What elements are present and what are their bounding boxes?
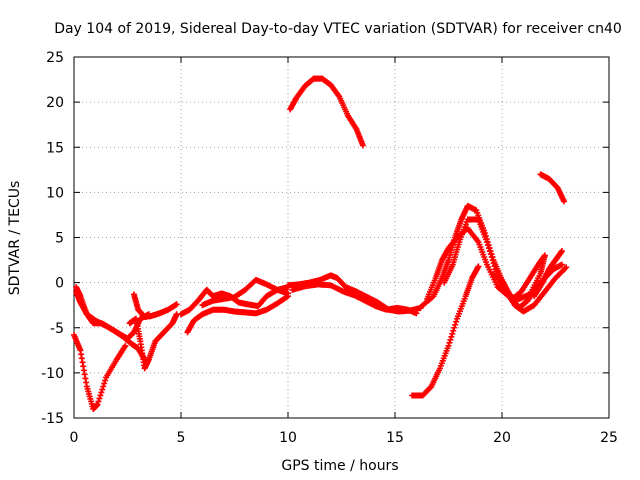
series-track-4 <box>126 311 180 372</box>
data-point <box>359 142 366 149</box>
data-point <box>449 330 456 337</box>
series-track-10 <box>289 281 420 317</box>
y-tick-label: -15 <box>41 411 64 427</box>
series-track-5 <box>130 291 180 320</box>
series-track-11 <box>287 75 366 149</box>
series-track-7 <box>184 293 291 336</box>
data-point <box>450 327 457 334</box>
y-tick-label: 25 <box>46 50 64 66</box>
grid-lines <box>74 57 609 418</box>
data-point <box>94 401 101 408</box>
data-point <box>489 257 496 264</box>
axis-ticks: 0 5 10 15 20 25 -15 -10 -5 0 5 10 15 20 25 <box>41 50 618 446</box>
data-point <box>563 264 570 271</box>
data-point <box>101 380 108 387</box>
data-point <box>98 389 105 396</box>
series-track-17 <box>531 248 565 300</box>
chart-title: Day 104 of 2019, Sidereal Day-to-day VTE… <box>54 21 622 37</box>
x-tick-label: 15 <box>386 430 404 446</box>
data-point <box>102 377 109 384</box>
series-track-15 <box>409 263 482 399</box>
data-point <box>99 386 106 393</box>
y-tick-label: -5 <box>50 321 64 337</box>
data-point <box>487 251 494 258</box>
x-tick-label: 10 <box>279 430 297 446</box>
data-point <box>541 252 548 259</box>
data-point <box>446 339 453 346</box>
data-point <box>451 324 458 331</box>
data-point <box>285 290 291 297</box>
data-point <box>452 321 459 328</box>
data-point <box>486 248 493 255</box>
data-point <box>97 392 104 399</box>
data-point <box>427 384 434 391</box>
x-axis-label: GPS time / hours <box>281 458 398 474</box>
y-tick-label: 15 <box>46 140 64 156</box>
data-point <box>122 342 129 349</box>
y-tick-label: 10 <box>46 185 64 201</box>
data-point <box>490 260 497 267</box>
data-point <box>484 239 491 246</box>
x-tick-label: 0 <box>70 430 79 446</box>
x-tick-label: 20 <box>493 430 511 446</box>
series-track-18 <box>490 264 570 315</box>
y-tick-label: 5 <box>55 231 64 247</box>
x-tick-label: 25 <box>600 430 618 446</box>
data-point <box>413 310 420 317</box>
data-point <box>484 242 491 249</box>
series-track-16 <box>537 171 568 205</box>
y-tick-label: -10 <box>41 366 64 382</box>
data-point <box>448 333 455 340</box>
y-tick-label: 0 <box>55 276 64 292</box>
data-point <box>558 261 565 268</box>
y-tick-label: 20 <box>46 95 64 111</box>
data-point <box>561 198 568 205</box>
data-point <box>95 398 102 405</box>
series-track-1 <box>71 331 129 412</box>
data-point <box>558 248 565 255</box>
data-point <box>100 383 107 390</box>
data-point <box>488 254 495 261</box>
data-markers <box>71 75 570 412</box>
data-point <box>475 263 482 270</box>
data-point <box>453 318 460 325</box>
data-point <box>447 336 454 343</box>
data-point <box>96 395 103 402</box>
series-track-8 <box>199 276 291 309</box>
data-point <box>445 342 452 349</box>
data-point <box>491 263 498 270</box>
x-tick-label: 5 <box>177 430 186 446</box>
data-point <box>485 245 492 252</box>
y-axis-label: SDTVAR / TECUs <box>7 181 23 296</box>
data-point <box>173 301 180 308</box>
